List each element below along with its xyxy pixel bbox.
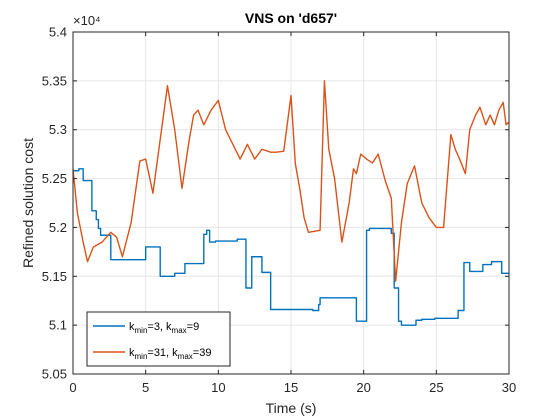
grid-layer [72, 31, 510, 375]
y-tick-label: 5.1 [49, 318, 67, 333]
y-tick-label: 5.3 [49, 122, 67, 137]
legend-box [86, 311, 231, 367]
y-tick-label: 5.15 [42, 269, 67, 284]
y-tick-label: 5.05 [42, 367, 67, 382]
x-axis-label: Time (s) [266, 400, 317, 416]
x-tick-label: 5 [142, 380, 149, 395]
legend-label-2: kmin=31, kmax=39 [129, 347, 211, 361]
chart-title: VNS on 'd657' [245, 10, 337, 26]
series-line-2 [72, 80, 510, 282]
legend: kmin=3, kmax=9 kmin=31, kmax=39 [86, 311, 231, 367]
series-line-1 [73, 168, 509, 326]
y-axis-exponent: ×10⁴ [73, 13, 101, 28]
tick-layer: 0 5 10 15 20 25 30 5.05 5.1 5.15 5.2 5.25 5.3 5.35 5.4 [42, 25, 517, 396]
x-tick-label: 30 [502, 380, 516, 395]
y-axis-label: Refined solution cost [20, 138, 36, 268]
series-layer [72, 80, 510, 326]
y-tick-label: 5.2 [49, 220, 67, 235]
x-tick-label: 0 [69, 380, 76, 395]
legend-label-1: kmin=3, kmax=9 [129, 321, 199, 335]
x-tick-label: 25 [429, 380, 443, 395]
y-tick-label: 5.25 [42, 171, 67, 186]
x-tick-label: 20 [356, 380, 370, 395]
y-tick-label: 5.4 [49, 25, 67, 40]
x-tick-label: 15 [284, 380, 298, 395]
x-tick-label: 10 [211, 380, 225, 395]
y-tick-label: 5.35 [42, 73, 67, 88]
